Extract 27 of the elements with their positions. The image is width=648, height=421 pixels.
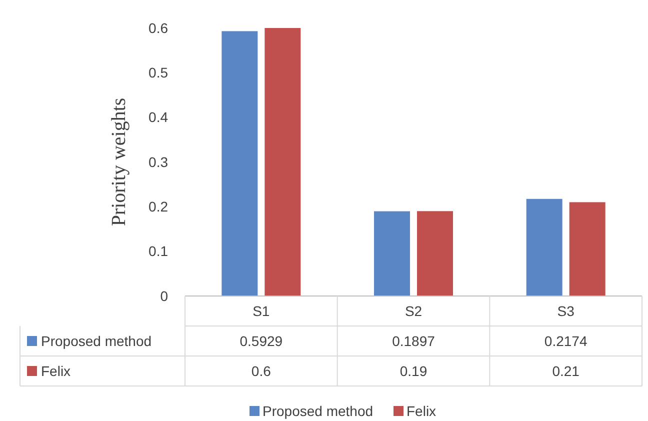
bar <box>222 31 258 296</box>
text: Proposed method <box>262 402 374 419</box>
y-axis-title: Priority weights <box>108 98 130 226</box>
bar <box>264 28 301 296</box>
legend-label: Felix <box>406 402 436 419</box>
x-tick-label: S1 <box>252 302 270 319</box>
data-label: 0.6 <box>251 362 272 379</box>
data-label: 0.21 <box>552 362 580 379</box>
y-tick-label: 0.6 <box>148 20 168 36</box>
y-tick-label: 0.3 <box>148 154 168 170</box>
data-label: 0.2174 <box>544 332 588 349</box>
data-label: 0.1897 <box>392 332 436 349</box>
bar <box>374 211 410 296</box>
y-tick-label: 0.5 <box>148 64 168 81</box>
y-tick-label: 0.4 <box>148 109 168 126</box>
bar <box>417 211 453 296</box>
x-tick-label: S3 <box>557 302 575 319</box>
data-label: 0.5929 <box>240 332 283 349</box>
y-tick-label: 0 <box>160 288 168 304</box>
y-tick-label: 0.1 <box>148 243 168 260</box>
text: Felix <box>41 362 71 379</box>
bar <box>569 202 606 296</box>
data-label: 0.19 <box>400 362 428 379</box>
y-tick-label: 0.2 <box>148 198 168 215</box>
legend-label: Proposed method <box>41 332 152 349</box>
x-tick-label: S2 <box>404 302 422 319</box>
bar <box>526 198 562 296</box>
